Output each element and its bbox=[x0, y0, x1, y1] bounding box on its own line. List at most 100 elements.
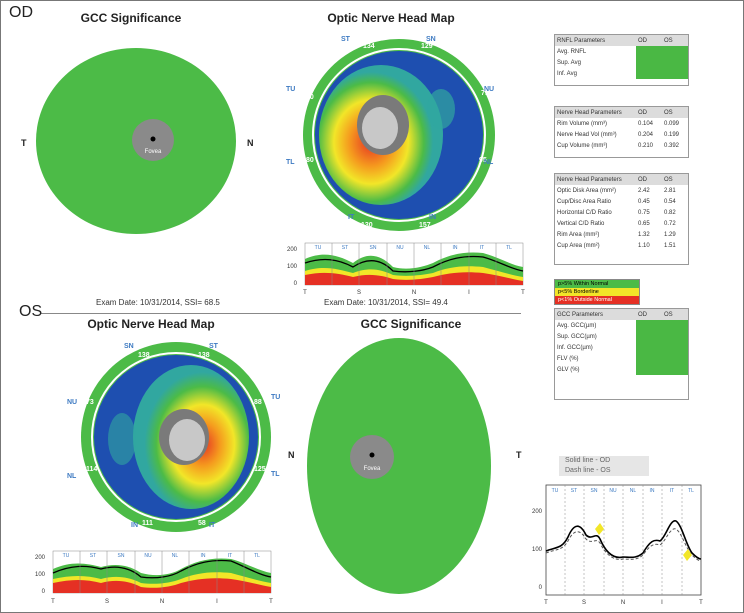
os-onh-map: 138 138 73 88 114 125 111 58 bbox=[81, 342, 271, 532]
nh2-cell-os: 1.29 bbox=[664, 231, 676, 238]
od-onh-val-tu: 60 bbox=[306, 94, 314, 101]
gcc-row-label: GLV (%) bbox=[557, 366, 580, 373]
legend-outside-normal: p<1% Outside Normal bbox=[555, 296, 639, 304]
od-profile-seg-st: ST bbox=[342, 245, 348, 251]
os-profile-xtick-s: S bbox=[105, 599, 109, 605]
nh2-cell-od: 1.10 bbox=[638, 242, 650, 249]
table-row: Cup/Disc Area Ratio 0.45 0.54 bbox=[555, 196, 688, 207]
od-gcc-title: GCC Significance bbox=[80, 11, 182, 25]
os-profile-xtick-t2: T bbox=[269, 599, 273, 605]
od-profile-segment-dividers bbox=[331, 243, 497, 285]
od-profile-seg-in: IN bbox=[453, 245, 458, 251]
od-onh-val-tl: 80 bbox=[306, 157, 314, 164]
table-row: Nerve Head Vol (mm³) 0.204 0.199 bbox=[555, 129, 688, 140]
od-profile-abnormal-band bbox=[305, 272, 523, 285]
od-profile-ytick-200: 200 bbox=[287, 247, 298, 253]
os-profile-xtick-i: I bbox=[216, 599, 218, 605]
od-sector-in: IN bbox=[429, 214, 436, 221]
os-sector-nl: NL bbox=[67, 473, 77, 480]
comparison-seg-nu: NU bbox=[609, 488, 617, 494]
comparison-marker-1 bbox=[595, 523, 604, 535]
nh2-row-label: Rim Area (mm²) bbox=[557, 231, 600, 238]
table-row: Inf. Avg bbox=[555, 68, 688, 79]
gcc-table: GCC Parameters OD OS Avg. GCC(µm) Sup. GCC… bbox=[554, 308, 689, 400]
od-sector-tu: TU bbox=[286, 86, 296, 93]
od-onh-nasal-patch bbox=[427, 89, 455, 129]
od-onh-val-st: 134 bbox=[363, 43, 375, 50]
gcc-cell bbox=[636, 353, 662, 364]
comparison-seg-st: ST bbox=[571, 488, 577, 494]
od-fovea-dot bbox=[150, 136, 156, 142]
os-gcc-map: Fovea bbox=[307, 338, 491, 594]
od-onh-val-it: 130 bbox=[361, 222, 373, 229]
gcc-cell bbox=[662, 331, 688, 342]
os-fovea-dot bbox=[369, 452, 375, 458]
comparison-marker-2 bbox=[683, 549, 692, 561]
od-gcc-right-side: N bbox=[247, 138, 254, 148]
os-profile-xtick-t1: T bbox=[51, 599, 55, 605]
od-profile-xtick-t1: T bbox=[303, 290, 307, 296]
od-sector-sn: SN bbox=[426, 36, 436, 43]
legend-dash-os: Dash line - OS bbox=[565, 467, 611, 474]
nh2-cell-os: 0.72 bbox=[664, 220, 676, 227]
rnfl-row-label: Sup. Avg bbox=[557, 59, 581, 66]
od-profile-od-line bbox=[304, 255, 524, 273]
os-onh-val-nl: 114 bbox=[86, 466, 97, 473]
gcc-header-label: GCC Parameters bbox=[555, 309, 636, 320]
nerve-head-area-table: Nerve Head Parameters OD OS Optic Disk Are… bbox=[554, 173, 689, 265]
gcc-row-label: FLV (%) bbox=[557, 355, 579, 362]
od-sector-nl: NL bbox=[484, 159, 494, 166]
od-profile-seg-sn: SN bbox=[370, 245, 377, 251]
os-profile-chart: 200 100 0 TU ST SN NU NL IN IT TL T S N … bbox=[35, 550, 273, 605]
os-profile-seg-st: ST bbox=[90, 553, 96, 559]
rnfl-cell bbox=[662, 57, 688, 68]
comparison-chart: TU ST SN NU NL IN IT TL 200 100 0 T S N … bbox=[532, 484, 703, 606]
os-onh-val-tu: 88 bbox=[254, 399, 262, 406]
od-fovea-label: Fovea bbox=[145, 149, 162, 155]
os-eye-label: OS bbox=[19, 303, 43, 320]
nh1-header-od: OD bbox=[636, 107, 662, 118]
os-gcc-left-side: N bbox=[288, 450, 295, 460]
os-profile-ytick-200: 200 bbox=[35, 555, 46, 561]
comparison-seg-it: IT bbox=[670, 488, 674, 494]
nerve-head-volume-table: Nerve Head Parameters OD OS Rim Volume (mm… bbox=[554, 106, 689, 158]
os-profile-seg-tu: TU bbox=[63, 553, 70, 559]
od-onh-val-in: 157 bbox=[419, 222, 431, 229]
nh1-cell-od: 0.210 bbox=[638, 142, 654, 149]
nh2-cell-os: 1.51 bbox=[664, 242, 676, 249]
os-onh-val-st: 138 bbox=[198, 352, 210, 359]
gcc-row-label: Inf. GCC(µm) bbox=[557, 344, 593, 351]
os-sector-nu: NU bbox=[67, 399, 78, 406]
nh1-cell-os: 0.099 bbox=[664, 120, 680, 127]
rnfl-cell bbox=[662, 46, 688, 57]
table-row: Inf. GCC(µm) bbox=[555, 342, 688, 353]
od-onh-map: 134 129 79 95 157 130 80 60 bbox=[303, 39, 495, 231]
table-row: Rim Volume (mm³) 0.104 0.099 bbox=[555, 118, 688, 129]
table-row: Avg. RNFL bbox=[555, 46, 688, 57]
gcc-row-label: Sup. GCC(µm) bbox=[557, 333, 597, 340]
nh2-cell-od: 0.45 bbox=[638, 198, 650, 205]
nh1-row-label: Rim Volume (mm³) bbox=[557, 120, 608, 127]
od-exam-date: Exam Date: 10/31/2014, SSI= 68.5 bbox=[96, 298, 220, 307]
rnfl-row-label: Inf. Avg bbox=[557, 70, 577, 77]
table-row: Horizontal C/D Ratio 0.75 0.82 bbox=[555, 207, 688, 218]
gcc-header-od: OD bbox=[636, 309, 662, 320]
os-onh-val-tl: 125 bbox=[254, 466, 266, 473]
os-profile-seg-sn: SN bbox=[118, 553, 125, 559]
od-sector-st: ST bbox=[341, 36, 350, 43]
od-profile-seg-tl: TL bbox=[506, 245, 512, 251]
table-row: FLV (%) bbox=[555, 353, 688, 364]
comparison-xtick-t2: T bbox=[699, 600, 703, 606]
nh1-cell-od: 0.104 bbox=[638, 120, 654, 127]
od-profile-seg-tu: TU bbox=[315, 245, 322, 251]
gcc-header-os: OS bbox=[662, 309, 688, 320]
comparison-seg-sn: SN bbox=[591, 488, 598, 494]
os-profile-segment-dividers bbox=[79, 551, 245, 593]
os-profile-seg-nu: NU bbox=[144, 553, 152, 559]
table-row: Sup. Avg bbox=[555, 57, 688, 68]
os-profile-seg-tl: TL bbox=[254, 553, 260, 559]
os-sector-tu: TU bbox=[271, 394, 281, 401]
table-row: Optic Disk Area (mm²) 2.42 2.81 bbox=[555, 185, 688, 196]
nh1-row-label: Nerve Head Vol (mm³) bbox=[557, 131, 617, 138]
